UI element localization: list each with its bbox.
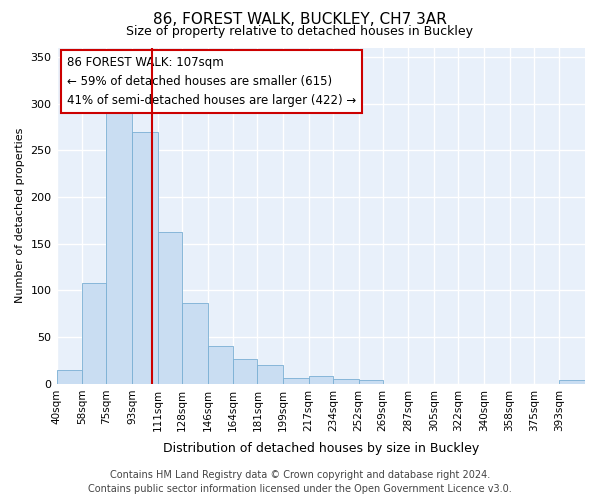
Text: Contains HM Land Registry data © Crown copyright and database right 2024.
Contai: Contains HM Land Registry data © Crown c… bbox=[88, 470, 512, 494]
Text: 86, FOREST WALK, BUCKLEY, CH7 3AR: 86, FOREST WALK, BUCKLEY, CH7 3AR bbox=[153, 12, 447, 28]
Text: Size of property relative to detached houses in Buckley: Size of property relative to detached ho… bbox=[127, 25, 473, 38]
X-axis label: Distribution of detached houses by size in Buckley: Distribution of detached houses by size … bbox=[163, 442, 479, 455]
Bar bbox=[106, 110, 132, 384]
Bar bbox=[208, 346, 233, 384]
Bar bbox=[82, 283, 106, 384]
Bar bbox=[182, 302, 208, 384]
Bar bbox=[56, 370, 82, 384]
Bar bbox=[308, 376, 333, 384]
Bar bbox=[559, 380, 585, 384]
Bar bbox=[233, 358, 257, 384]
Bar bbox=[333, 379, 359, 384]
Bar bbox=[359, 380, 383, 384]
Bar bbox=[132, 132, 158, 384]
Bar bbox=[158, 232, 182, 384]
Bar bbox=[283, 378, 308, 384]
Text: 86 FOREST WALK: 107sqm
← 59% of detached houses are smaller (615)
41% of semi-de: 86 FOREST WALK: 107sqm ← 59% of detached… bbox=[67, 56, 356, 107]
Bar bbox=[257, 365, 283, 384]
Y-axis label: Number of detached properties: Number of detached properties bbox=[15, 128, 25, 304]
